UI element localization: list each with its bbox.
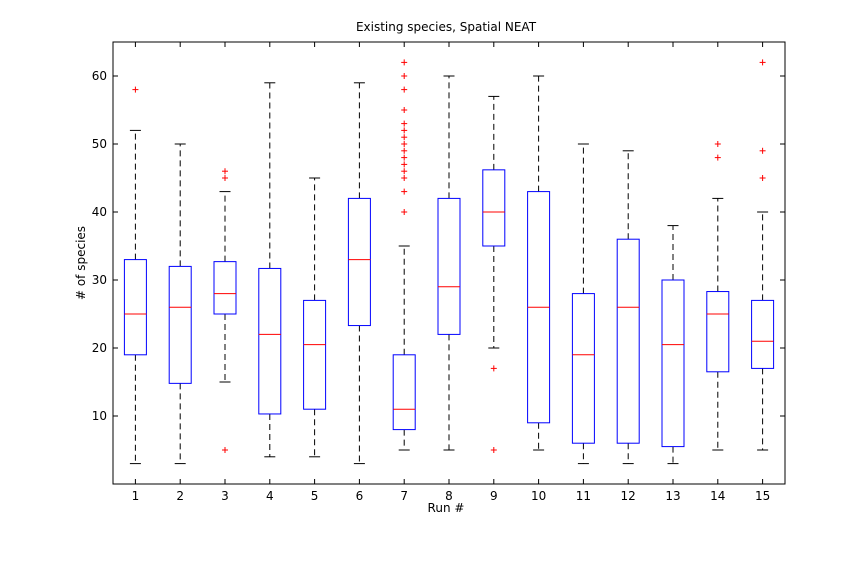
x-tick-label: 2 [176, 489, 184, 503]
x-tick-label: 4 [266, 489, 274, 503]
box-group-run-15 [751, 59, 775, 451]
outlier-marker [401, 59, 408, 66]
outlier-marker [401, 73, 408, 79]
box-group-run-5 [303, 177, 327, 458]
box [482, 169, 506, 247]
outlier-marker [490, 365, 497, 372]
box [706, 291, 730, 373]
outlier-marker [401, 147, 408, 154]
outlier-marker [401, 134, 408, 141]
box [168, 265, 192, 384]
outlier-marker [401, 154, 408, 161]
outlier-marker [490, 447, 497, 453]
box-group-run-11 [571, 143, 595, 465]
outlier-marker [401, 168, 408, 175]
outlier-marker [401, 161, 408, 168]
outlier-marker [401, 141, 408, 147]
x-tick-label: 15 [755, 489, 770, 503]
outlier-marker [714, 154, 721, 161]
x-tick-label: 13 [665, 489, 680, 503]
x-tick-label: 11 [576, 489, 591, 503]
outlier-marker [401, 209, 408, 215]
x-tick-label: 1 [132, 489, 140, 503]
outlier-marker [759, 147, 766, 154]
x-tick-label: 3 [221, 489, 229, 503]
box-group-run-13 [661, 225, 685, 465]
y-tick-label: 30 [92, 273, 107, 287]
y-tick-label: 40 [92, 205, 107, 219]
box-group-run-14 [706, 141, 730, 451]
box [392, 354, 416, 431]
outlier-marker [222, 175, 228, 181]
box-group-run-7 [392, 59, 416, 451]
outlier-marker [759, 59, 766, 66]
y-tick-label: 20 [92, 341, 107, 355]
box [751, 299, 775, 369]
outlier-marker [401, 127, 408, 134]
box [303, 299, 327, 410]
box [616, 238, 640, 444]
x-tick-label: 8 [445, 489, 453, 503]
box [213, 261, 237, 315]
box [347, 197, 371, 327]
box [437, 197, 461, 335]
x-tick-label: 12 [621, 489, 636, 503]
outlier-marker [401, 175, 408, 181]
y-tick-label: 10 [92, 409, 107, 423]
box [258, 267, 282, 415]
box-group-run-4 [258, 82, 282, 458]
outlier-marker [222, 168, 228, 175]
outlier-marker [132, 86, 139, 93]
box-group-run-8 [437, 75, 461, 451]
x-tick-label: 6 [356, 489, 364, 503]
box-group-run-2 [168, 143, 192, 465]
x-tick-label: 14 [710, 489, 725, 503]
box-group-run-9 [482, 95, 506, 453]
outlier-marker [401, 120, 408, 127]
x-tick-label: 5 [311, 489, 319, 503]
box-group-run-1 [123, 86, 147, 465]
x-tick-label: 7 [400, 489, 408, 503]
y-tick-label: 50 [92, 137, 107, 151]
box [123, 259, 147, 356]
box-group-run-6 [347, 82, 371, 465]
outlier-marker [222, 447, 228, 453]
y-tick-label: 60 [92, 69, 107, 83]
box [661, 279, 685, 448]
outlier-marker [759, 175, 766, 181]
x-tick-label: 10 [531, 489, 546, 503]
x-tick-label: 9 [490, 489, 498, 503]
box-group-run-10 [527, 75, 551, 451]
outlier-marker [401, 188, 408, 195]
x-axis-label: Run # [428, 501, 465, 515]
outlier-marker [714, 141, 721, 147]
box-group-run-12 [616, 150, 640, 465]
outlier-marker [401, 107, 408, 113]
chart-title: Existing species, Spatial NEAT [356, 20, 537, 34]
outlier-marker [401, 86, 408, 93]
box [571, 293, 595, 444]
box-group-run-3 [213, 168, 237, 453]
y-axis-label: # of species [74, 226, 88, 300]
